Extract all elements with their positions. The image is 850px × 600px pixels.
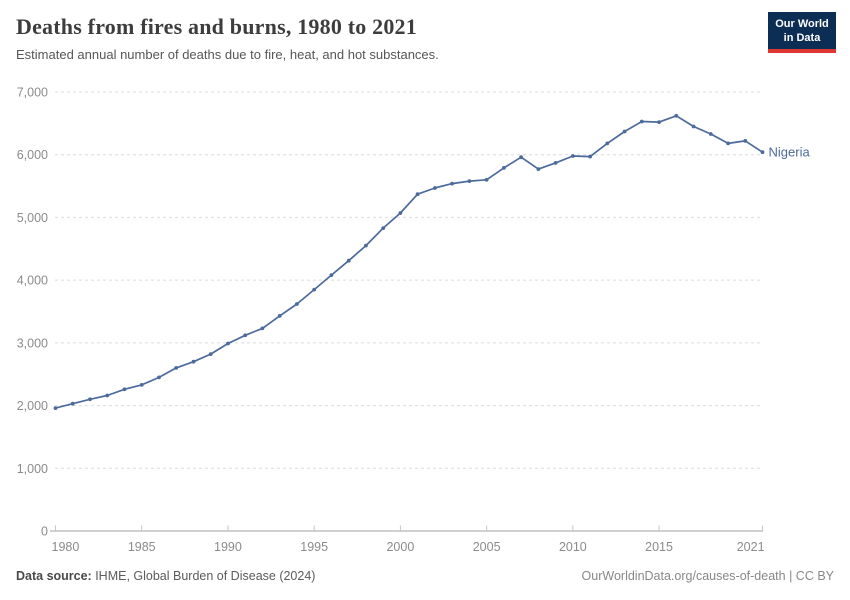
page-title: Deaths from fires and burns, 1980 to 202… <box>16 14 417 39</box>
y-axis-tick-label: 7,000 <box>17 86 48 100</box>
x-axis-tick-label: 1980 <box>52 540 80 554</box>
data-point[interactable] <box>708 132 713 136</box>
data-point[interactable] <box>295 302 299 306</box>
data-point[interactable] <box>329 273 334 277</box>
x-axis-tick-label: 2015 <box>645 540 673 554</box>
data-point[interactable] <box>191 359 196 364</box>
data-source-label: Data source: <box>16 569 92 583</box>
series-label[interactable]: Nigeria <box>769 145 811 160</box>
y-axis-tick-label: 3,000 <box>17 336 48 350</box>
data-point[interactable] <box>277 314 282 318</box>
y-axis-tick-label: 4,000 <box>17 274 48 288</box>
data-point[interactable] <box>364 243 368 248</box>
data-point[interactable] <box>433 186 437 190</box>
chart-header: Deaths from fires and burns, 1980 to 202… <box>0 0 850 80</box>
x-axis-tick-label: 1995 <box>300 540 328 554</box>
data-point[interactable] <box>346 258 351 263</box>
x-axis-tick-label: 2000 <box>386 540 414 554</box>
data-point[interactable] <box>208 352 213 356</box>
y-axis-tick-label: 0 <box>41 525 48 539</box>
data-point[interactable] <box>174 366 179 370</box>
data-point[interactable] <box>260 326 265 331</box>
owid-logo[interactable]: Our World in Data <box>768 12 836 53</box>
x-axis-tick-label: 2005 <box>473 540 501 554</box>
data-point[interactable] <box>657 120 661 124</box>
footer-attribution: OurWorldinData.org/causes-of-death | CC … <box>582 569 834 583</box>
data-point[interactable] <box>157 375 161 380</box>
x-axis-tick-label: 1990 <box>214 540 242 554</box>
data-point[interactable] <box>312 287 317 292</box>
data-point[interactable] <box>760 150 765 155</box>
data-point[interactable] <box>502 166 506 170</box>
data-point[interactable] <box>743 139 748 143</box>
data-source-value: IHME, Global Burden of Disease (2024) <box>91 569 316 583</box>
data-point[interactable] <box>726 141 730 146</box>
data-point[interactable] <box>88 397 92 402</box>
data-point[interactable] <box>53 406 58 410</box>
data-point[interactable] <box>415 192 420 197</box>
data-point[interactable] <box>226 341 230 346</box>
owid-logo-line1: Our World <box>775 18 829 30</box>
data-point[interactable] <box>571 154 575 158</box>
data-point[interactable] <box>381 226 386 231</box>
data-point[interactable] <box>622 129 627 134</box>
y-axis-tick-label: 6,000 <box>17 148 48 162</box>
data-point[interactable] <box>467 179 472 183</box>
data-point[interactable] <box>519 155 523 160</box>
y-axis-tick-label: 2,000 <box>17 399 48 413</box>
y-axis-tick-label: 1,000 <box>17 462 48 476</box>
data-point[interactable] <box>398 211 403 215</box>
data-source: Data source: IHME, Global Burden of Dise… <box>16 569 315 583</box>
data-point[interactable] <box>122 387 127 392</box>
data-point[interactable] <box>536 167 541 171</box>
data-line[interactable] <box>54 114 764 409</box>
data-point[interactable] <box>588 154 592 159</box>
x-axis-tick-label: 2010 <box>559 540 587 554</box>
data-point[interactable] <box>70 401 75 406</box>
data-point[interactable] <box>553 161 558 165</box>
chart-footer: Data source: IHME, Global Burden of Dise… <box>0 560 850 600</box>
data-point[interactable] <box>139 383 144 387</box>
line-chart[interactable]: 0 1,000 2,000 3,000 4,000 5,000 6,000 7,000 1980… <box>0 80 850 560</box>
footer-separator: | <box>785 569 796 583</box>
data-point[interactable] <box>484 177 489 182</box>
data-point[interactable] <box>105 393 110 398</box>
owid-link[interactable]: OurWorldinData.org/causes-of-death <box>581 569 786 583</box>
license-label: CC BY <box>795 569 834 583</box>
data-point[interactable] <box>674 113 679 118</box>
chart-subtitle: Estimated annual number of deaths due to… <box>16 47 439 63</box>
data-point[interactable] <box>639 119 644 124</box>
y-axis-tick-label: 5,000 <box>17 211 48 225</box>
owid-logo-line2: in Data <box>783 32 821 44</box>
data-point[interactable] <box>243 333 248 338</box>
data-point[interactable] <box>691 124 696 129</box>
data-point[interactable] <box>605 141 610 146</box>
x-axis-tick-label: 2021 <box>737 540 765 554</box>
chart-area: 0 1,000 2,000 3,000 4,000 5,000 6,000 7,000 1980… <box>0 80 850 560</box>
data-point[interactable] <box>450 181 454 186</box>
x-axis-tick-label: 1985 <box>128 540 156 554</box>
